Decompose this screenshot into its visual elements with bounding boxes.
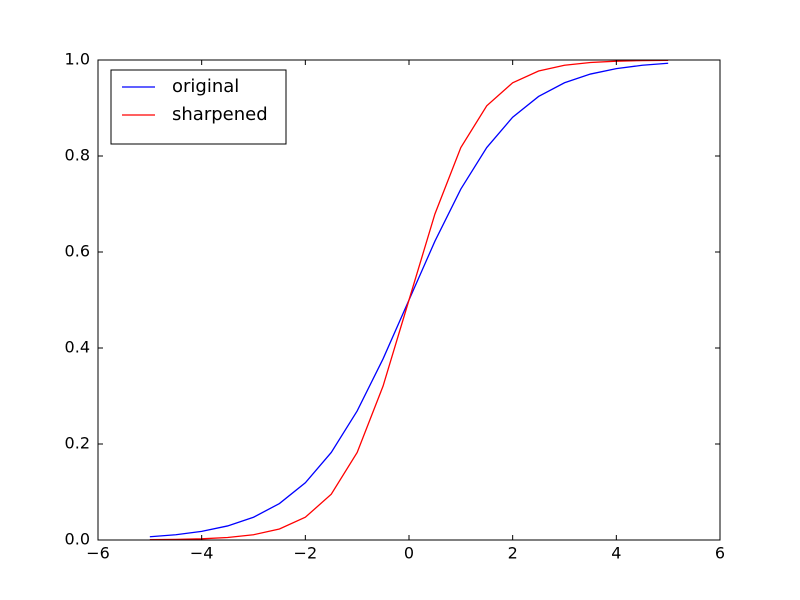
- x-tick-label: −4: [190, 544, 214, 563]
- legend-label: original: [172, 76, 239, 97]
- y-tick-label: 0.2: [65, 434, 90, 453]
- x-tick-label: 0: [404, 544, 414, 563]
- y-tick-label: 0.6: [65, 242, 90, 261]
- x-tick-label: −2: [294, 544, 318, 563]
- legend-box: [110, 69, 287, 145]
- y-tick-label: 0.4: [65, 338, 90, 357]
- x-tick-label: 4: [611, 544, 621, 563]
- y-tick-label: 1.0: [65, 50, 90, 69]
- legend-label: sharpened: [172, 104, 268, 125]
- y-tick-label: 0.0: [65, 530, 90, 549]
- x-tick-label: −6: [86, 544, 110, 563]
- x-tick-label: 6: [715, 544, 725, 563]
- x-tick-label: 2: [508, 544, 518, 563]
- y-tick-label: 0.8: [65, 146, 90, 165]
- line-series: [149, 59, 669, 541]
